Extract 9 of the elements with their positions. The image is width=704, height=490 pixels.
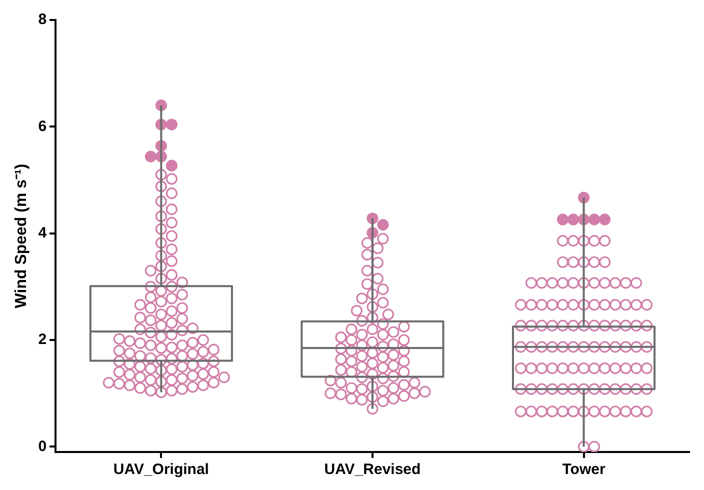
- y-tick-label: 2: [38, 331, 47, 348]
- y-axis-title: Wind Speed (m s⁻¹): [13, 164, 30, 308]
- x-tick-label: Tower: [562, 461, 606, 478]
- y-tick-label: 8: [38, 11, 47, 28]
- y-tick-label: 4: [38, 224, 48, 242]
- x-tick-label: UAV_Revised: [324, 461, 421, 478]
- y-tick-label: 0: [38, 438, 47, 455]
- x-tick-label: UAV_Original: [113, 461, 209, 478]
- y-tick-label: 6: [38, 118, 47, 135]
